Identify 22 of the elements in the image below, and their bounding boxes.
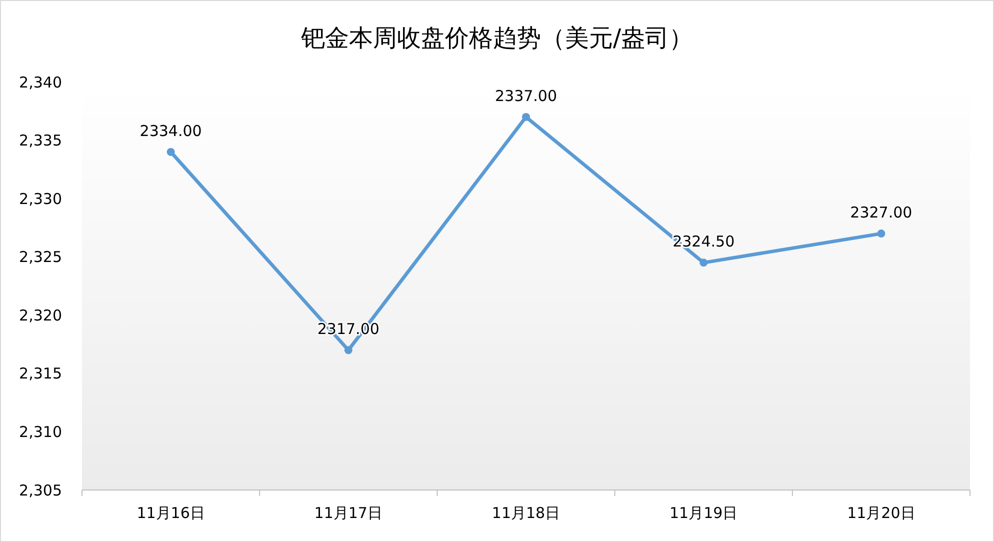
data-label: 2334.00 <box>140 122 202 140</box>
point <box>700 258 708 267</box>
point <box>344 346 352 354</box>
x-tick-label: 11月16日 <box>136 504 205 522</box>
x-tick-label: 11月17日 <box>314 504 382 522</box>
y-tick-label: 2,330 <box>19 190 62 208</box>
y-tick-label: 2,340 <box>19 73 62 92</box>
data-label: 2337.00 <box>494 86 558 105</box>
chart-title: 钯金本周收盘价格趋势（美元/盎司） <box>300 24 694 52</box>
y-tick-label: 2,305 <box>19 481 62 500</box>
x-tick-label: 11月19日 <box>670 504 738 522</box>
y-tick-label: 2,325 <box>19 248 62 266</box>
point <box>877 230 886 238</box>
x-tick-label: 11月20日 <box>847 504 916 522</box>
y-tick-label: 2,315 <box>19 364 62 383</box>
x-tick-label: 11月18日 <box>492 504 560 522</box>
data-label: 2327.00 <box>850 204 912 222</box>
y-tick-label: 2,335 <box>19 132 62 150</box>
y-tick-label: 2,310 <box>19 422 62 441</box>
point <box>166 148 175 156</box>
y-tick-label: 2,320 <box>19 306 62 324</box>
point <box>522 112 530 121</box>
